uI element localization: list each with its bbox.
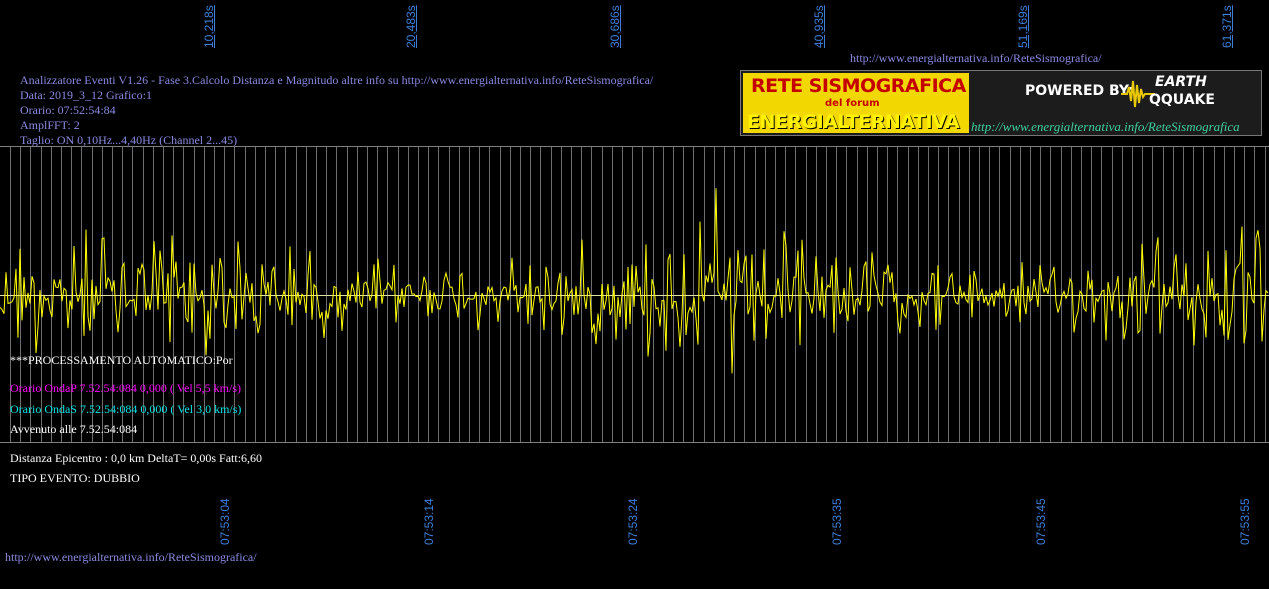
time-label-bottom-6: 07:53:55: [1238, 498, 1252, 545]
seismogram-icon: [1121, 80, 1155, 108]
url-bottom-link[interactable]: http://www.energialternativa.info/ReteSi…: [5, 550, 257, 564]
time-label-top-2: 20,483s: [404, 5, 418, 48]
logo-title: RETE SISMOGRAFICA: [751, 75, 966, 97]
onda-s-time: Orario OndaS 7.52.54:084 0,000 ( Vel 3,0…: [10, 402, 242, 416]
logo-brand-quake: QQUAKE: [1149, 92, 1215, 108]
seismogram-plot: [0, 146, 1269, 443]
time-label-bottom-1: 07:53:04: [218, 498, 232, 545]
epicenter-distance: Distanza Epicentro : 0,0 km DeltaT= 0,00…: [10, 451, 263, 465]
logo-powered-by: POWERED BY:: [1025, 83, 1134, 99]
plot-grid: [10, 146, 1266, 443]
logo-url[interactable]: http://www.energialternativa.info/ReteSi…: [971, 119, 1240, 134]
rete-sismografica-logo[interactable]: RETE SISMOGRAFICA del forum ENERGIALTERN…: [740, 70, 1262, 136]
time-label-top-1: 10,218s: [202, 5, 216, 48]
event-time: Avvenuto alle 7.52.54:084: [10, 422, 138, 436]
time-label-top-5: 51,169s: [1016, 5, 1030, 48]
seismic-signal-trace: [0, 188, 1269, 374]
time-label-top-3: 30,686s: [608, 5, 622, 48]
logo-brand-earth: EARTH: [1155, 74, 1207, 90]
info-date: Data: 2019_3_12 Grafico:1: [20, 88, 152, 102]
logo-yellow-panel: [743, 73, 969, 133]
time-label-bottom-4: 07:53:35: [830, 498, 844, 545]
info-title: Analizzatore Eventi V1.26 - Fase 3.Calco…: [20, 73, 654, 87]
onda-p-time: Orario OndaP 7.52.54:084 0,000 ( Vel 5,5…: [10, 381, 241, 395]
url-top-link[interactable]: http://www.energialternativa.info/ReteSi…: [850, 51, 1102, 65]
time-label-top-4: 40,935s: [812, 5, 826, 48]
time-label-bottom-3: 07:53:24: [626, 498, 640, 545]
time-label-bottom-2: 07:53:14: [422, 498, 436, 545]
logo-forum-name: ENERGIALTERNATIVA: [747, 111, 960, 133]
logo-subtitle: del forum: [825, 98, 880, 109]
info-filter: Taglio: ON 0,10Hz...4,40Hz (Channel 2...…: [20, 133, 238, 147]
info-time: Orario: 07:52:54:84: [20, 103, 116, 117]
time-label-top-6: 61,371s: [1220, 5, 1234, 48]
info-amplfft: AmplFFT: 2: [20, 118, 80, 132]
event-type: TIPO EVENTO: DUBBIO: [10, 471, 140, 485]
processing-header: ***PROCESSAMENTO AUTOMATICO:Por: [10, 353, 233, 367]
time-label-bottom-5: 07:53:45: [1034, 498, 1048, 545]
